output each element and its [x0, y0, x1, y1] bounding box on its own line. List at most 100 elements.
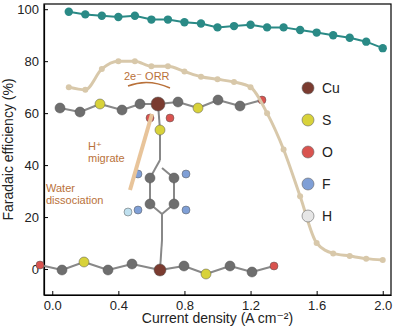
legend-label: F	[322, 176, 331, 192]
series-marker	[363, 256, 369, 262]
x-tick-mark	[251, 291, 252, 295]
series-line	[69, 12, 383, 48]
chart: 0.00.40.81.21.62.0020406080100Current de…	[0, 0, 394, 326]
atom	[173, 97, 183, 107]
x-tick-label: 0.4	[110, 298, 128, 313]
atom-legend: CuSOFH	[302, 80, 340, 224]
series-marker	[197, 19, 205, 27]
series-marker	[314, 240, 320, 246]
series-marker	[65, 8, 73, 16]
annotation: H⁺migrate	[88, 140, 125, 164]
series-marker	[230, 22, 238, 30]
x-tick-mark	[383, 291, 384, 295]
series-marker	[297, 193, 303, 199]
x-tick-mark	[317, 291, 318, 295]
atom	[79, 257, 89, 267]
x-tick: 0.0	[44, 291, 62, 313]
series-marker	[347, 253, 353, 259]
annotation-line: 2e⁻ ORR	[124, 70, 170, 82]
series-marker	[82, 87, 88, 93]
series-marker	[98, 11, 106, 19]
series-marker	[114, 13, 122, 21]
orr-arrow	[128, 82, 170, 88]
series-marker	[164, 15, 172, 23]
y-tick-label: 40	[25, 158, 39, 173]
series-marker	[380, 257, 386, 263]
atom	[36, 261, 44, 269]
y-tick-label: 60	[25, 106, 39, 121]
legend-label: S	[322, 112, 331, 128]
y-tick-label: 100	[17, 2, 39, 17]
x-tick: 0.4	[110, 291, 128, 313]
molecule-illustration	[36, 82, 278, 279]
series-marker	[132, 58, 138, 64]
series-marker	[180, 18, 188, 26]
legend-swatch	[302, 114, 314, 126]
series-marker	[264, 110, 270, 116]
y-axis-title: Faradaic efficiency (%)	[0, 78, 16, 220]
series-marker	[231, 79, 237, 85]
legend-label: O	[322, 144, 333, 160]
series-marker	[131, 11, 139, 19]
series-marker	[296, 26, 304, 34]
series-marker	[99, 66, 105, 72]
annotation: Waterdissociation	[46, 182, 103, 206]
bond	[161, 214, 163, 240]
y-tick: 20	[25, 210, 48, 225]
series-marker	[279, 23, 287, 31]
atom	[55, 103, 65, 113]
legend-swatch	[302, 178, 314, 190]
series-marker	[147, 15, 155, 23]
atom	[201, 269, 211, 279]
series-marker	[165, 63, 171, 69]
atom	[169, 173, 179, 183]
series-marker	[66, 84, 72, 90]
series-marker	[215, 76, 221, 82]
annotation-line: H⁺	[88, 140, 102, 152]
atom	[145, 199, 155, 209]
legend-swatch	[302, 82, 314, 94]
atom	[235, 101, 245, 111]
atom	[127, 259, 137, 269]
atom	[166, 114, 174, 122]
series-marker	[312, 28, 320, 36]
atom	[151, 97, 165, 111]
series-line	[69, 61, 383, 260]
series-marker	[248, 84, 254, 90]
plot-area	[65, 8, 387, 263]
atom	[95, 99, 105, 109]
atom	[103, 265, 113, 275]
atom	[154, 264, 166, 276]
atom	[179, 261, 189, 271]
y-axis-line	[44, 5, 45, 296]
series-marker	[81, 10, 89, 18]
atom	[213, 95, 223, 105]
atom	[117, 105, 127, 115]
series-marker	[181, 69, 187, 75]
atom	[135, 99, 145, 109]
y-tick: 100	[17, 2, 48, 17]
y-tick: 40	[25, 158, 48, 173]
x-axis-line	[45, 295, 392, 296]
series-marker	[379, 44, 387, 52]
x-tick: 2.0	[374, 291, 392, 313]
atom	[182, 170, 190, 178]
annotation: 2e⁻ ORR	[124, 70, 170, 82]
y-tick-mark	[44, 165, 48, 166]
series-marker	[213, 23, 221, 31]
series-marker	[115, 58, 121, 64]
x-tick-mark	[184, 291, 185, 295]
series-marker	[148, 63, 154, 69]
atom	[75, 107, 85, 117]
series-marker	[281, 147, 287, 153]
legend-label: H	[322, 208, 332, 224]
y-tick-mark	[44, 61, 48, 62]
atom	[225, 261, 235, 271]
series-marker	[263, 23, 271, 31]
atom	[124, 208, 132, 216]
y-tick-mark	[44, 9, 48, 10]
y-tick-mark	[44, 217, 48, 218]
atom	[155, 125, 165, 135]
y-tick: 0	[32, 262, 48, 277]
legend-swatch	[302, 210, 314, 222]
